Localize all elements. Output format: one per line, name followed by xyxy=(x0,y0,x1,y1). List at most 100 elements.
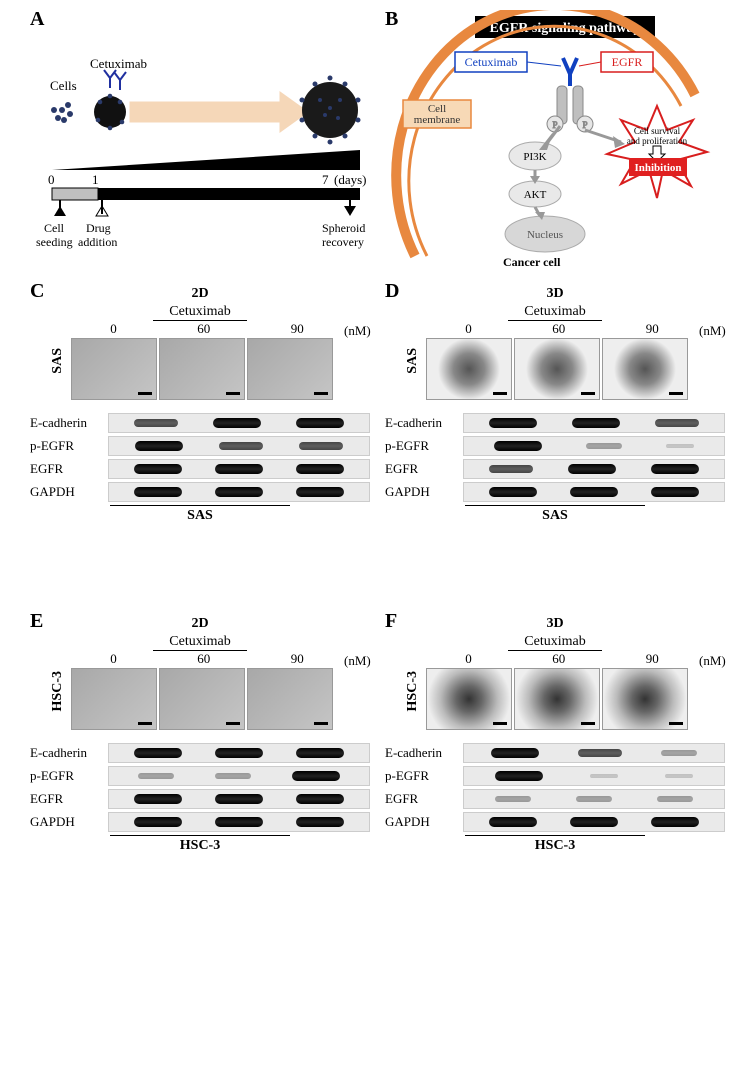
micrograph-row xyxy=(425,667,699,731)
dose-60: 60 xyxy=(197,321,210,337)
band xyxy=(576,796,612,802)
band xyxy=(292,771,340,781)
micrograph xyxy=(514,668,600,730)
cetux-label: Cetuximab xyxy=(90,56,147,71)
blot-label: p-EGFR xyxy=(30,768,108,784)
blot-row: EGFR xyxy=(30,459,370,479)
micrograph xyxy=(159,338,245,400)
blot-row: p-EGFR xyxy=(385,436,725,456)
blot-label: E-cadherin xyxy=(30,745,108,761)
svg-text:Nucleus: Nucleus xyxy=(527,229,563,241)
footer-cell-line: HSC-3 xyxy=(180,838,220,853)
gradient-wedge-icon xyxy=(52,150,360,170)
band xyxy=(570,817,618,827)
dose-0: 0 xyxy=(465,651,472,667)
band xyxy=(296,817,344,827)
band xyxy=(135,441,183,451)
blot-strip xyxy=(463,482,725,502)
micrograph xyxy=(159,668,245,730)
band xyxy=(215,487,263,497)
micrograph xyxy=(602,668,688,730)
blot-row: p-EGFR xyxy=(30,436,370,456)
band xyxy=(134,748,182,758)
blot-strip xyxy=(463,743,725,763)
blot-row: E-cadherin xyxy=(30,743,370,763)
unit-label: (nM) xyxy=(699,323,726,339)
blot-row: E-cadherin xyxy=(30,413,370,433)
micrograph-row xyxy=(70,667,344,731)
blot-label: EGFR xyxy=(385,791,463,807)
cetux-header: Cetuximab xyxy=(153,304,246,321)
dose-90: 90 xyxy=(291,321,304,337)
band xyxy=(665,774,693,778)
band xyxy=(296,748,344,758)
blot-label: GAPDH xyxy=(385,814,463,830)
cell-line-sas: SAS xyxy=(405,348,421,374)
blot-row: GAPDH xyxy=(30,482,370,502)
band xyxy=(491,748,539,758)
band xyxy=(215,748,263,758)
band xyxy=(494,441,542,451)
timeline-gray xyxy=(52,188,98,200)
cetux-header: Cetuximab xyxy=(153,634,246,651)
micrograph-row xyxy=(425,337,699,401)
cell-seeding-label: Cellseeding xyxy=(36,221,73,249)
blot-label: EGFR xyxy=(30,791,108,807)
blot-row: GAPDH xyxy=(385,812,725,832)
blot-block: E-cadherinp-EGFREGFRGAPDH xyxy=(30,743,370,832)
unit-label: (nM) xyxy=(699,653,726,669)
blot-row: E-cadherin xyxy=(385,743,725,763)
micrograph xyxy=(71,338,157,400)
cetux-header: Cetuximab xyxy=(508,634,601,651)
timeline-black xyxy=(98,188,360,200)
condition-3d: 3D xyxy=(546,616,563,631)
band xyxy=(666,444,694,448)
seed-spheroid-icon xyxy=(51,102,73,123)
dose-row: 0 60 90 xyxy=(70,321,344,337)
blot-strip xyxy=(463,812,725,832)
band xyxy=(568,464,616,474)
band xyxy=(134,487,182,497)
band xyxy=(134,464,182,474)
blot-strip xyxy=(108,766,370,786)
band xyxy=(489,418,537,428)
micrograph xyxy=(426,338,512,400)
micrograph xyxy=(247,668,333,730)
blot-strip xyxy=(463,766,725,786)
day7-label: 7 xyxy=(322,172,329,187)
band xyxy=(586,443,622,449)
band xyxy=(134,817,182,827)
blot-label: GAPDH xyxy=(385,484,463,500)
band xyxy=(296,418,344,428)
svg-text:P: P xyxy=(582,120,587,130)
unit-label: (nM) xyxy=(344,653,371,669)
dose-0: 0 xyxy=(110,321,117,337)
panel-a-svg: Cells Cetuximab xyxy=(30,10,370,260)
unit-label: (nM) xyxy=(344,323,371,339)
blot-strip xyxy=(463,413,725,433)
blot-row: E-cadherin xyxy=(385,413,725,433)
blot-strip xyxy=(463,459,725,479)
blot-label: GAPDH xyxy=(30,484,108,500)
band xyxy=(489,817,537,827)
growth-arrow-icon xyxy=(130,92,308,132)
cetux-header: Cetuximab xyxy=(508,304,601,321)
cancer-cell-text: Cancer cell xyxy=(503,255,561,269)
receptor-dimer-icon: P P xyxy=(547,86,593,132)
antibody-icon xyxy=(104,70,126,90)
panel-b-svg: EGFR signaling pathway Cetuximab EGFR Ce… xyxy=(385,10,725,270)
band xyxy=(578,749,622,757)
band xyxy=(296,464,344,474)
cells-text: Cells xyxy=(50,78,77,93)
band xyxy=(138,773,174,779)
band xyxy=(296,794,344,804)
micrograph xyxy=(514,338,600,400)
blot-label: E-cadherin xyxy=(30,415,108,431)
band xyxy=(572,418,620,428)
micrograph xyxy=(602,338,688,400)
panel-e: 2D Cetuximab HSC-3 0 60 90 (nM) E-cadher… xyxy=(30,610,370,910)
blot-row: EGFR xyxy=(385,789,725,809)
band xyxy=(215,773,251,779)
band xyxy=(296,487,344,497)
condition-3d: 3D xyxy=(546,286,563,301)
